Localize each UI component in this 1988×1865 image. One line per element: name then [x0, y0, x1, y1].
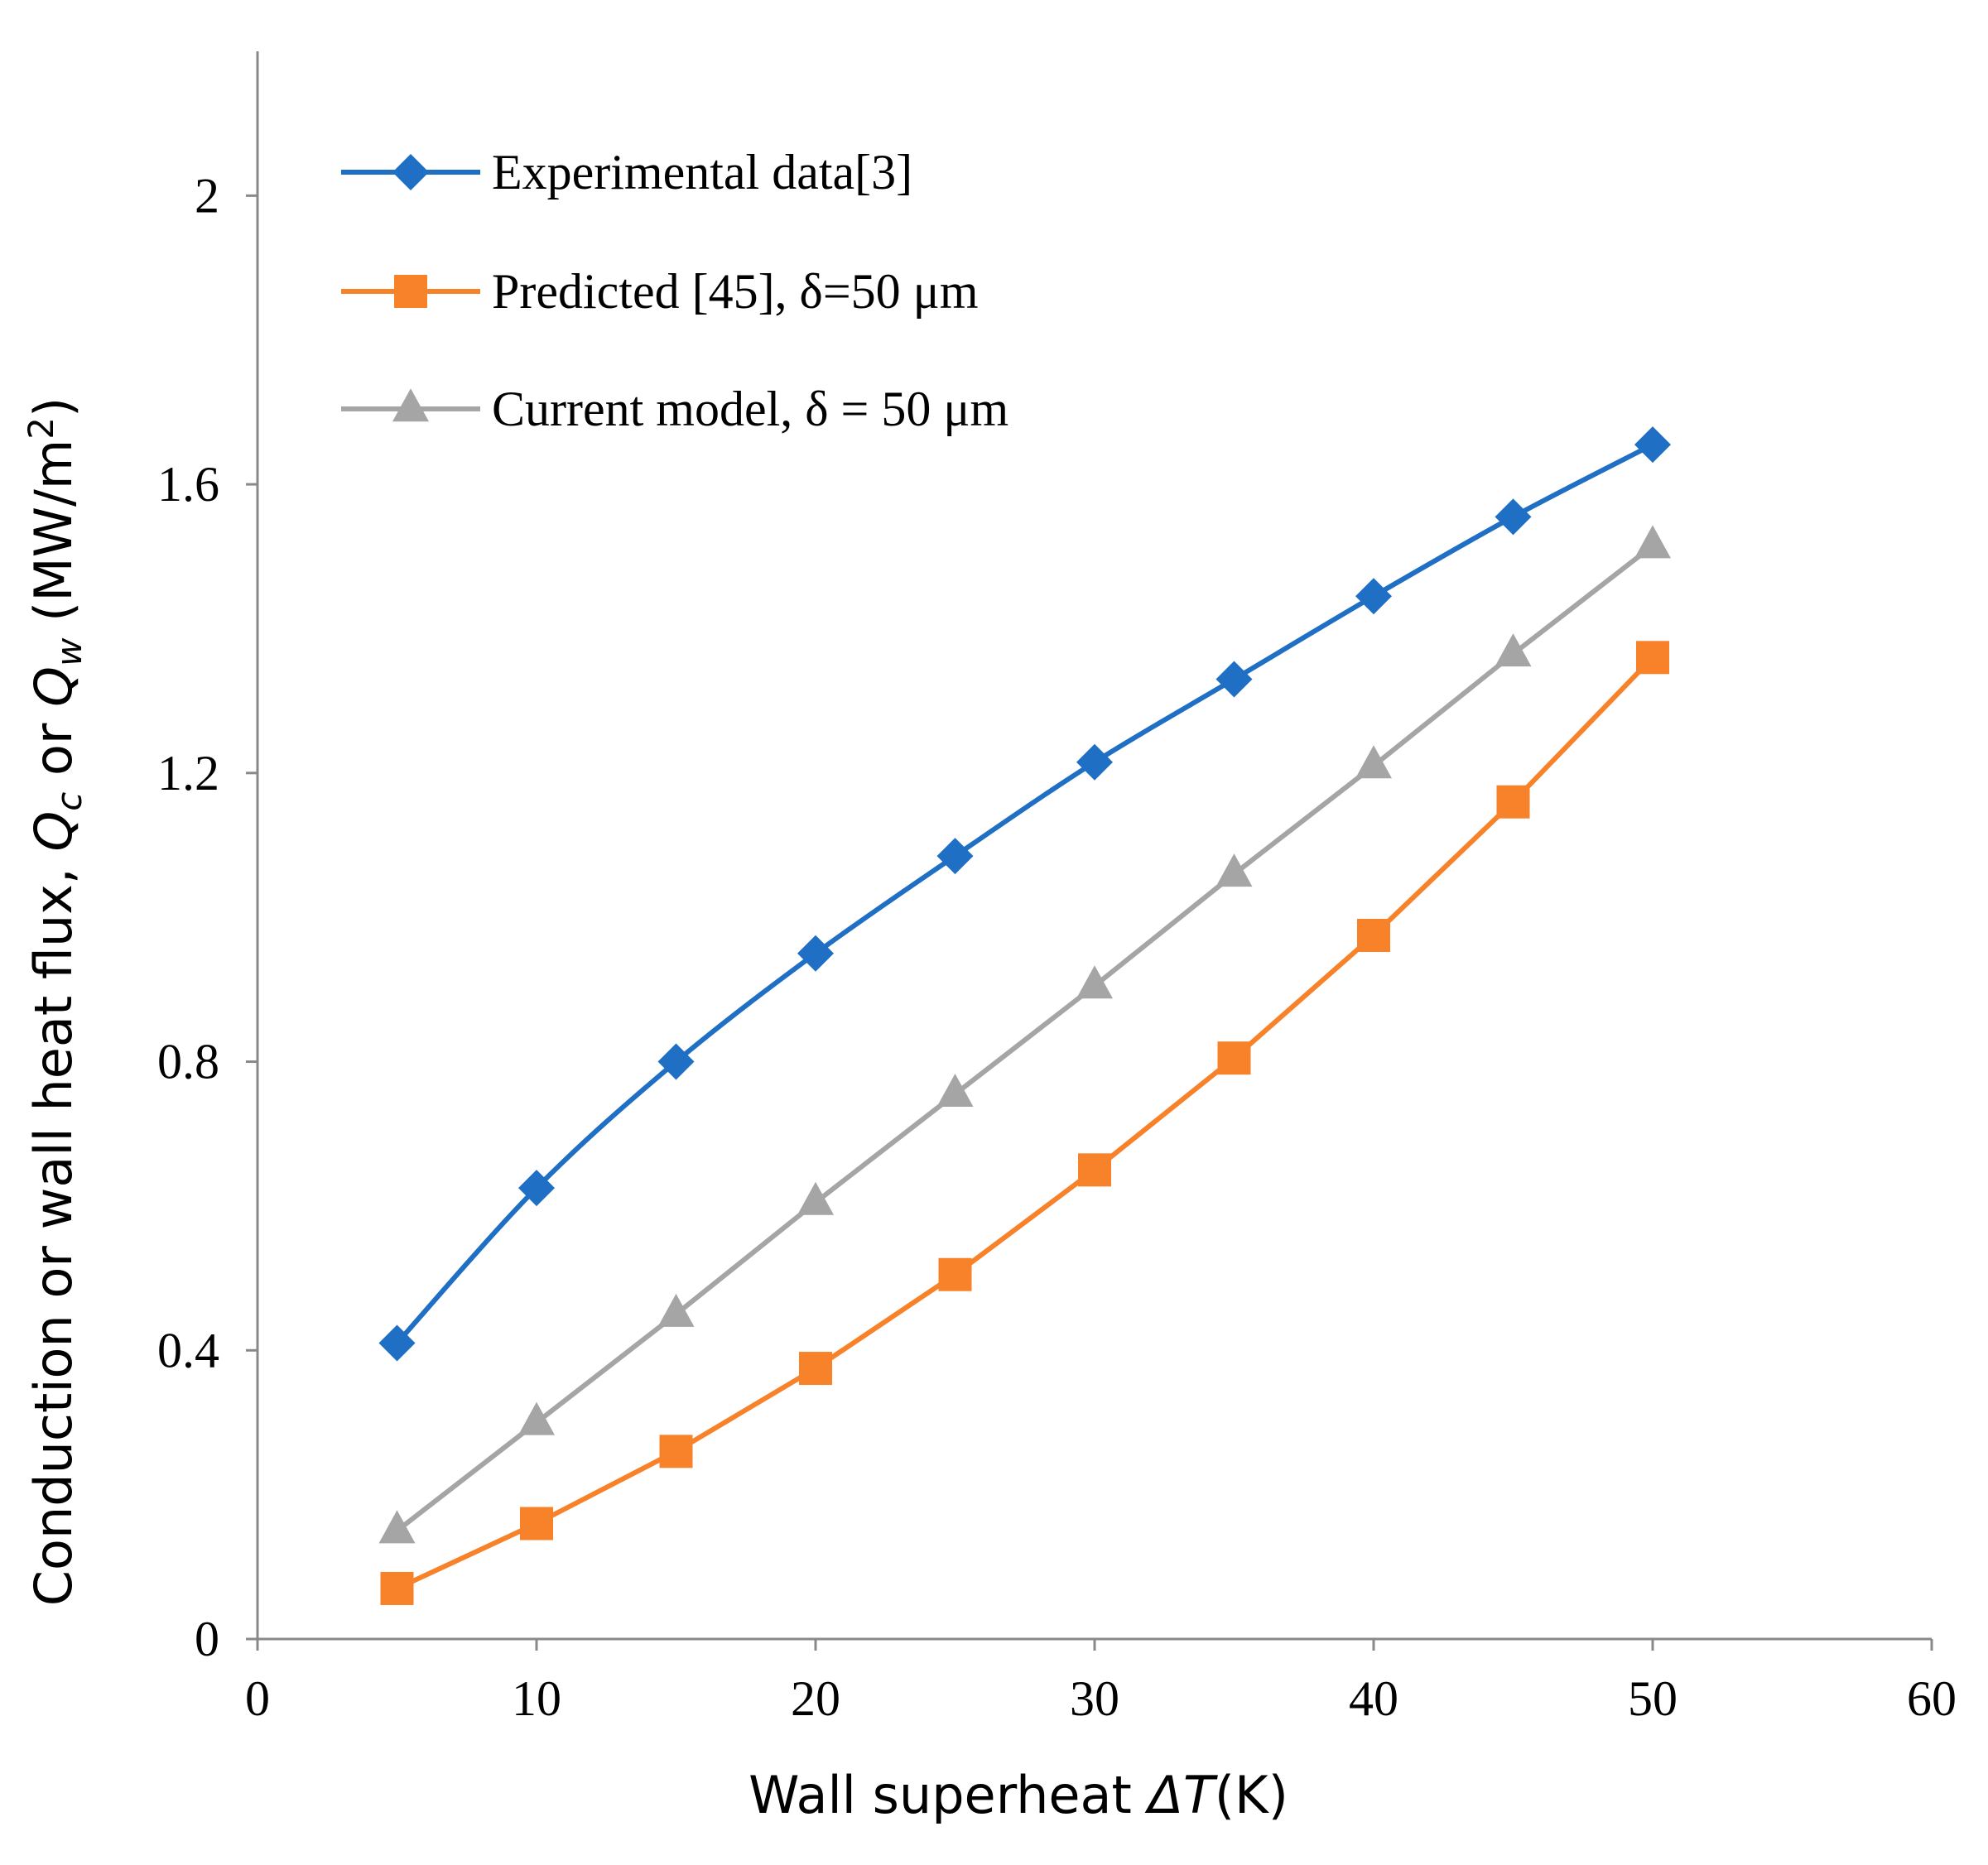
data-point: [1634, 525, 1671, 559]
data-point: [1496, 785, 1530, 819]
x-tick-label: 20: [791, 1671, 840, 1726]
y-tick-label: 0.8: [157, 1035, 219, 1089]
y-tick-label: 1.2: [157, 746, 219, 800]
data-point: [378, 1510, 416, 1544]
data-point: [380, 1571, 414, 1605]
x-tick-label: 10: [512, 1671, 561, 1726]
legend-marker: [392, 154, 429, 190]
data-point: [520, 1507, 553, 1541]
y-tick-label: 2: [195, 168, 219, 223]
data-point: [1634, 426, 1671, 464]
data-point: [1355, 578, 1392, 615]
series-layer: [378, 426, 1671, 1605]
x-tick-label: 30: [1070, 1671, 1119, 1726]
y-tick-label: 0.4: [157, 1323, 219, 1377]
y-tick-label: 0: [195, 1612, 219, 1666]
x-tick-label: 50: [1628, 1671, 1678, 1726]
data-point: [1215, 661, 1253, 698]
y-tick-label: 1.6: [157, 457, 219, 512]
legend-item-1: Experimental data[3]: [341, 145, 912, 199]
legend-marker: [394, 275, 427, 308]
data-point: [1076, 743, 1113, 781]
data-point: [799, 1352, 832, 1386]
data-point: [1355, 745, 1392, 779]
data-point: [1217, 1041, 1251, 1075]
data-point: [659, 1435, 693, 1468]
x-tick-label: 60: [1907, 1671, 1957, 1726]
legend-marker: [392, 388, 429, 422]
series-3: [378, 525, 1671, 1544]
legend: Experimental data[3] Predicted [45], δ=50…: [341, 145, 1008, 436]
data-point: [938, 1257, 972, 1291]
legend-item-2: Predicted [45], δ=50 μm: [341, 264, 979, 319]
data-point: [797, 1181, 834, 1215]
legend-label: Predicted [45], δ=50 μm: [492, 264, 979, 319]
x-tick-label: 0: [245, 1671, 270, 1726]
series-line: [395, 543, 1654, 1533]
legend-label: Experimental data[3]: [492, 145, 912, 199]
data-point: [1215, 853, 1253, 887]
series-line: [396, 656, 1655, 1591]
data-point: [936, 838, 974, 875]
y-axis-title: Conduction or wall heat flux, Qc or Qw (…: [21, 397, 89, 1606]
data-point: [378, 1324, 416, 1362]
data-point: [1636, 641, 1669, 675]
x-tick-label: 40: [1349, 1671, 1398, 1726]
series-1: [378, 426, 1671, 1362]
data-point: [936, 1073, 974, 1107]
data-point: [1495, 633, 1532, 667]
legend-item-3: Current model, δ = 50 μm: [341, 382, 1008, 436]
data-point: [797, 935, 834, 972]
data-point: [1357, 918, 1390, 952]
x-axis-title: Wall superheat ΔT(K): [749, 1765, 1288, 1825]
data-point: [1078, 1153, 1111, 1187]
data-point: [657, 1293, 695, 1327]
data-point: [518, 1401, 555, 1435]
series-line: [395, 442, 1654, 1345]
series-2: [380, 641, 1669, 1605]
data-point: [657, 1043, 695, 1080]
data-point: [1495, 498, 1532, 536]
data-point: [1076, 965, 1113, 999]
axes: 0 10 20 30 40 50 60 0 0.4 0.8 1.2 1.6 2: [157, 51, 1957, 1726]
legend-label: Current model, δ = 50 μm: [492, 382, 1008, 436]
data-point: [518, 1170, 555, 1207]
